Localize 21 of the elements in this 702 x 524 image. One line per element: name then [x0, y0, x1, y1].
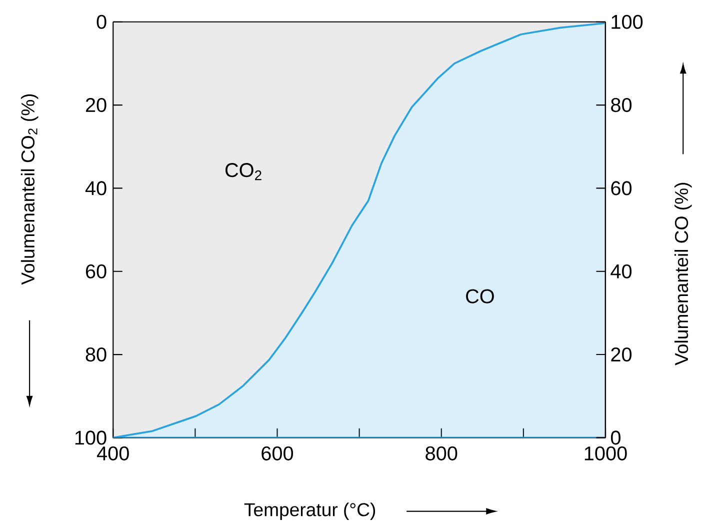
y-tick-label: 80 [86, 347, 106, 362]
series-label: CO$_{2}$ [225, 162, 262, 180]
y-tick-label: 60 [86, 264, 106, 278]
x-tick-label: 800 [426, 446, 458, 460]
series-label: CO [466, 289, 494, 304]
y2-axis-title: Volumenanteil CO (%) [674, 182, 692, 366]
y-axis-title: Volumenanteil CO$_{2}$ (%) [20, 94, 38, 285]
y-tick-label: 0 [96, 14, 106, 29]
x-tick-label: 1000 [584, 446, 627, 460]
x-tick-label: 600 [262, 446, 294, 460]
y-tick-label: 20 [86, 98, 106, 112]
y2-tick-label: 20 [611, 347, 632, 362]
x-tick-label: 400 [96, 446, 129, 460]
y2-tick-label: 40 [610, 264, 632, 278]
y2-tick-label: 80 [611, 98, 632, 112]
y2-tick-label: 100 [612, 14, 643, 29]
y2-tick-label: 60 [611, 180, 632, 196]
x-axis-title: Temperatur (°C) [244, 502, 376, 520]
y-tick-label: 100 [75, 430, 106, 445]
y-tick-label: 40 [85, 180, 106, 196]
y2-tick-label: 0 [610, 430, 620, 445]
